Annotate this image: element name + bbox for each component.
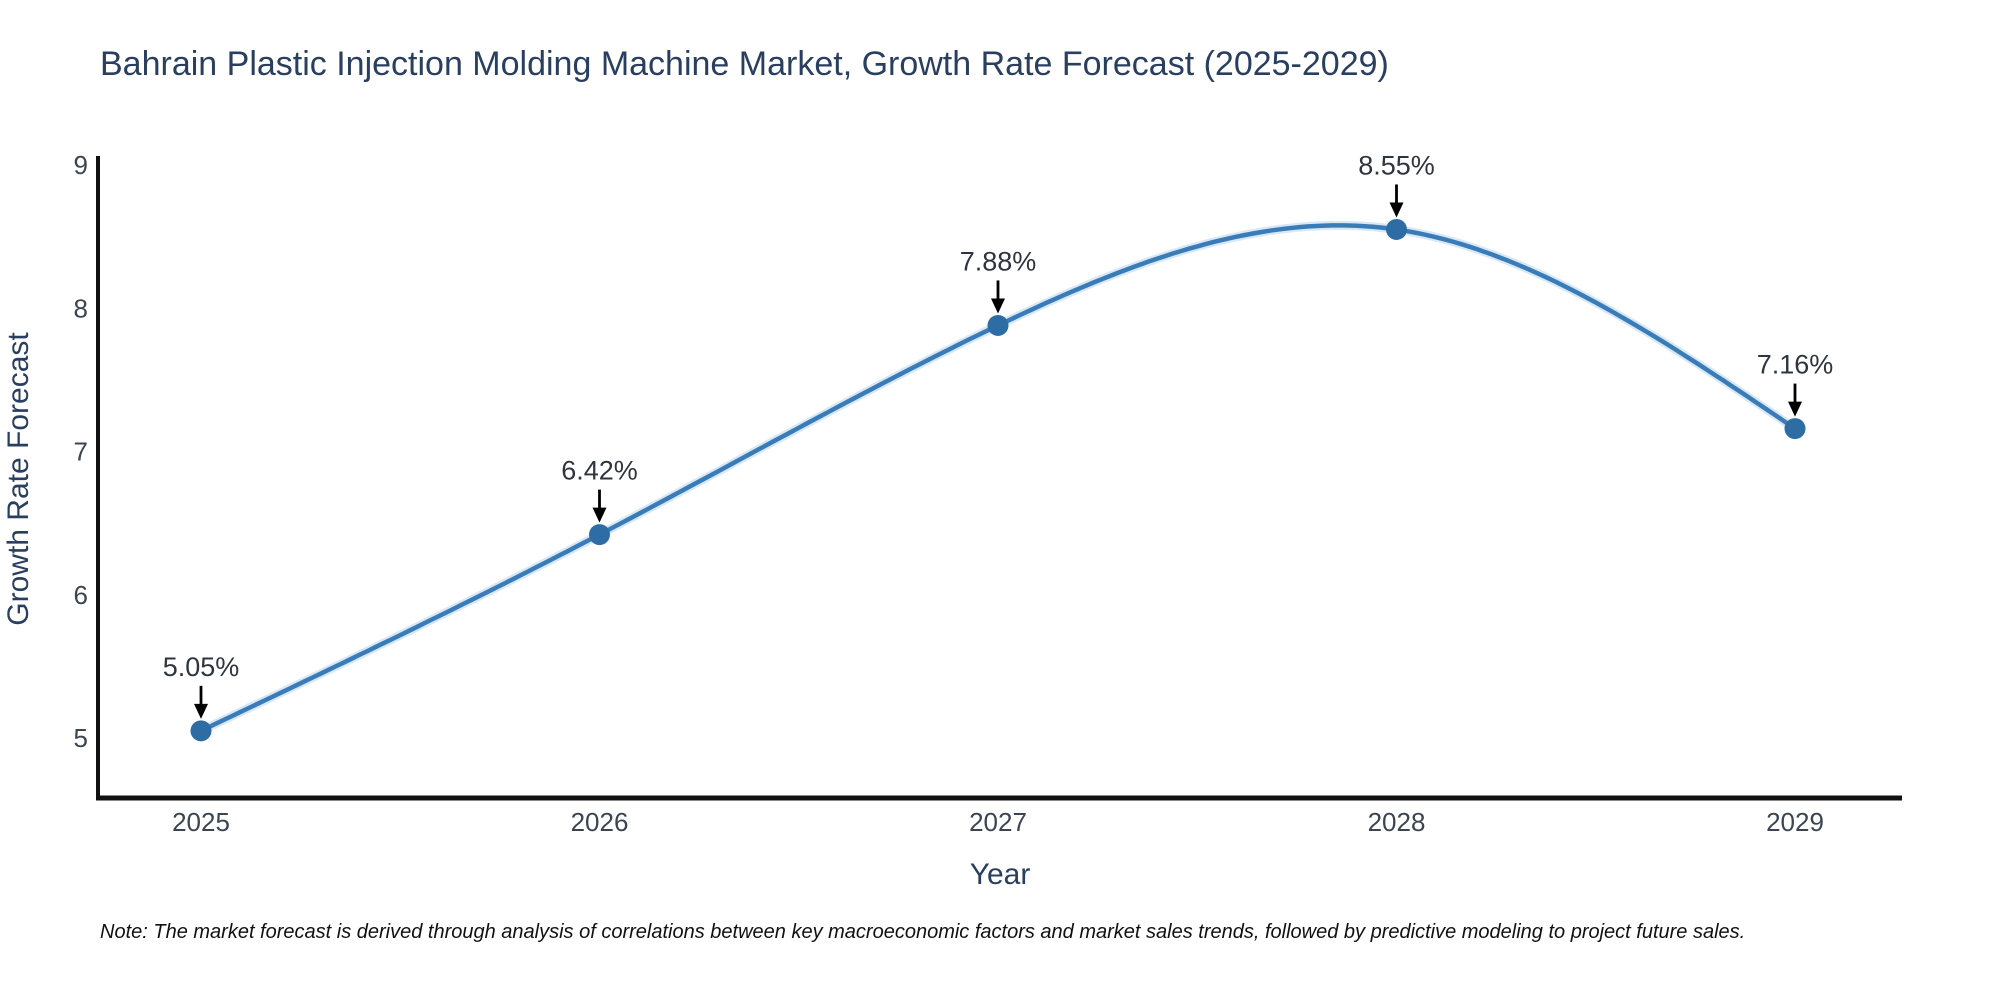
annotation-label: 7.88%	[960, 246, 1037, 276]
y-tick-label: 7	[74, 437, 88, 467]
y-axis-tick-labels: 5 6 7 8 9	[74, 150, 88, 753]
annotation-arrow-head	[991, 298, 1005, 314]
annotation-label: 5.05%	[163, 652, 240, 682]
chart-title: Bahrain Plastic Injection Molding Machin…	[100, 45, 1389, 83]
data-point-marker	[1784, 418, 1806, 440]
data-point-marker	[987, 314, 1009, 336]
annotation-arrow-head	[194, 703, 208, 719]
data-point-marker	[1386, 218, 1407, 240]
annotation-arrow-head	[1788, 401, 1802, 417]
data-point-markers	[190, 218, 1806, 742]
y-axis-title: Growth Rate Forecast	[2, 332, 35, 626]
x-tick-label: 2026	[571, 807, 629, 837]
x-axis-tick-labels: 2025 2026 2027 2028 2029	[172, 807, 1824, 837]
annotation-label: 8.55%	[1358, 150, 1435, 180]
x-tick-label: 2028	[1368, 807, 1426, 837]
annotation-arrow-head	[592, 507, 607, 523]
x-axis-title: Year	[970, 858, 1031, 891]
y-tick-label: 6	[74, 580, 88, 610]
footnote: Note: The market forecast is derived thr…	[100, 921, 1745, 943]
y-tick-label: 9	[74, 150, 88, 180]
x-tick-label: 2029	[1766, 807, 1824, 837]
x-tick-label: 2025	[172, 807, 230, 837]
data-point-marker	[190, 720, 212, 742]
annotation-arrow-head	[1389, 202, 1404, 218]
data-point-annotations: 5.05% 6.42% 7.88% 8.55% 7.16%	[163, 150, 1834, 719]
data-point-marker	[589, 524, 610, 546]
y-tick-label: 8	[74, 293, 88, 323]
annotation-label: 6.42%	[561, 456, 638, 486]
annotation-label: 7.16%	[1757, 350, 1834, 380]
x-tick-label: 2027	[969, 807, 1027, 837]
y-tick-label: 5	[74, 723, 88, 753]
